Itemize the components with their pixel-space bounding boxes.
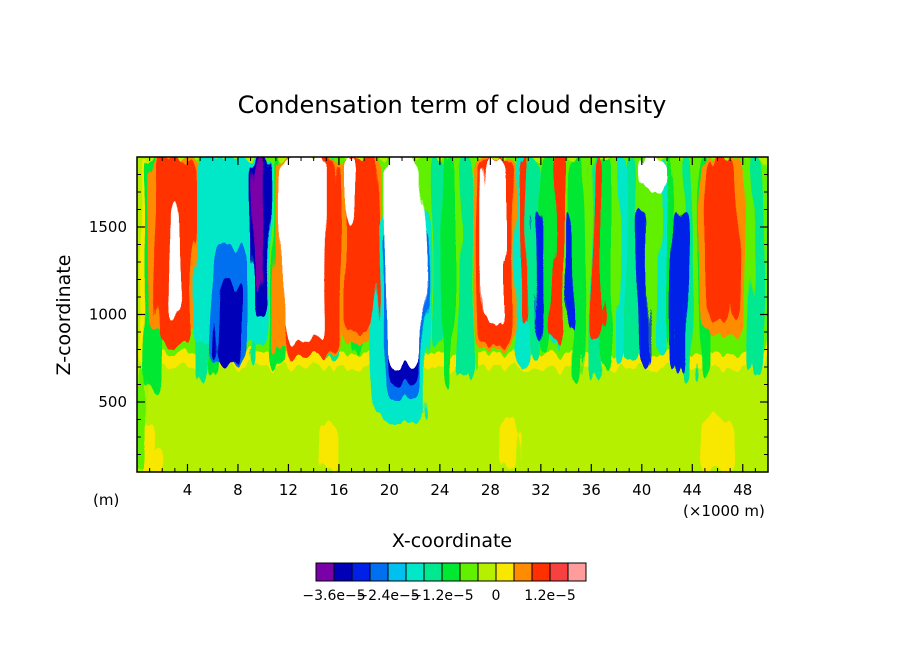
- region-blue-streak: [636, 209, 647, 367]
- region-streak: [571, 157, 582, 386]
- region-red-thin: [550, 157, 567, 341]
- legend-swatch: [549, 562, 569, 582]
- y-tick-label: 500: [98, 393, 127, 411]
- legend-swatch: [423, 562, 443, 582]
- legend-swatch: [369, 562, 389, 582]
- x-tick-label: 36: [582, 481, 601, 499]
- region-streak: [429, 157, 443, 347]
- legend-swatch: [459, 562, 479, 582]
- y-tick-label: 1500: [89, 218, 127, 236]
- x-tick-label: 20: [380, 481, 399, 499]
- legend-label: −1.2e−5: [410, 588, 473, 604]
- region-white-4: [386, 157, 420, 367]
- region-streak: [540, 157, 554, 353]
- y-tick-label: 1000: [89, 306, 127, 324]
- region-blue-streak: [674, 209, 685, 376]
- region-low-patch: [699, 416, 738, 472]
- x-tick-label: 40: [632, 481, 651, 499]
- region-purple: [255, 157, 264, 289]
- region-white-2: [280, 157, 329, 341]
- region-low-patch: [500, 419, 521, 472]
- legend-swatch: [531, 562, 551, 582]
- y-axis-ticks: 500 1000 1500: [89, 174, 768, 455]
- region-streak: [626, 157, 637, 360]
- legend-swatch: [441, 562, 461, 582]
- legend-swatch: [477, 562, 497, 582]
- x-tick-label: 24: [430, 481, 449, 499]
- y-axis-label: Z-coordinate: [53, 255, 75, 376]
- x-tick-label: 12: [279, 481, 298, 499]
- region-red: [707, 157, 736, 322]
- x-tick-label: 8: [233, 481, 243, 499]
- legend-label: −3.6e−5: [302, 588, 365, 604]
- x-tick-label: 32: [531, 481, 550, 499]
- x-axis-unit-left: (m): [93, 491, 119, 509]
- region-blue-dark: [215, 279, 241, 367]
- x-axis-unit-right: (×1000 m): [683, 502, 765, 520]
- region-blue-streak: [535, 209, 544, 341]
- region-low-patch: [147, 445, 165, 472]
- chart-title: Condensation term of cloud density: [238, 91, 667, 119]
- region-streak: [656, 157, 668, 353]
- region-white-6: [641, 157, 668, 192]
- region-blue-streak: [568, 209, 574, 332]
- region-streak: [667, 157, 675, 347]
- region-low-patch: [321, 423, 339, 472]
- legend-swatch: [387, 562, 407, 582]
- color-legend: −3.6e−5−2.4e−5−1.2e−5 0 1.2e−5: [302, 562, 587, 604]
- x-tick-label: 16: [329, 481, 348, 499]
- legend-swatch: [567, 562, 587, 582]
- region-red-thin: [591, 157, 604, 336]
- legend-swatch: [495, 562, 515, 582]
- region-streak: [460, 157, 471, 379]
- legend-swatch: [351, 562, 371, 582]
- legend-label: 0: [492, 588, 501, 604]
- legend-swatch: [333, 562, 353, 582]
- x-tick-label: 4: [183, 481, 193, 499]
- x-axis-label: X-coordinate: [392, 530, 512, 552]
- legend-label: −2.4e−5: [356, 588, 419, 604]
- region-white-5: [482, 157, 506, 325]
- x-tick-label: 44: [683, 481, 702, 499]
- legend-swatch: [513, 562, 533, 582]
- region-streak: [750, 157, 761, 373]
- region-red-thin: [520, 157, 529, 324]
- region-white-1: [167, 200, 180, 315]
- region-white-3: [343, 157, 357, 227]
- region-streak: [616, 157, 627, 366]
- x-axis-ticks: 4 8 12 16 20 24 28 32 36 40 44 48: [149, 157, 756, 499]
- x-tick-label: 48: [733, 481, 752, 499]
- x-tick-label: 28: [481, 481, 500, 499]
- region-streak: [442, 157, 453, 386]
- legend-swatch: [315, 562, 335, 582]
- contour-field: [137, 157, 768, 472]
- legend-label: 1.2e−5: [524, 588, 576, 604]
- legend-swatch: [405, 562, 425, 582]
